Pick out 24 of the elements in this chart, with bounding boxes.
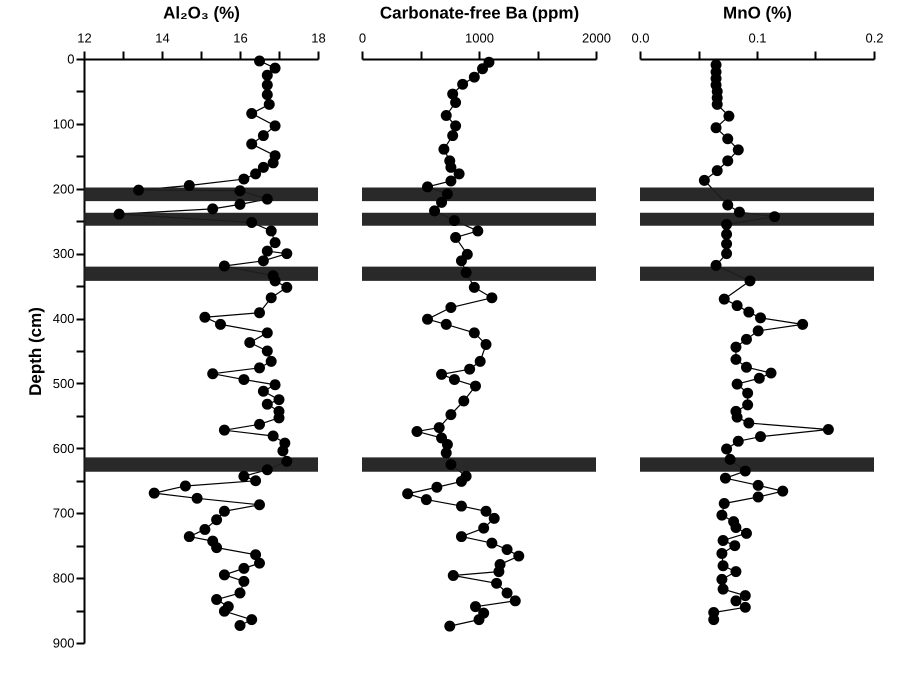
y-tick-label: 400 bbox=[52, 311, 74, 326]
y-axis-title: Depth (cm) bbox=[26, 307, 45, 396]
x-tick-label: 16 bbox=[233, 30, 248, 46]
x-tick-label: 1000 bbox=[465, 30, 494, 46]
y-tick-label: 300 bbox=[52, 246, 74, 262]
x-tick-label: 0 bbox=[358, 30, 366, 46]
y-tick-label: 200 bbox=[52, 181, 74, 196]
x-tick-label: 0.0 bbox=[631, 30, 650, 46]
y-tick-label: 500 bbox=[52, 376, 74, 391]
y-tick-label: 700 bbox=[52, 506, 74, 521]
y-tick-label: 800 bbox=[52, 570, 74, 586]
x-axis-title: Carbonate-free Ba (ppm) bbox=[380, 4, 580, 22]
x-tick-label: 0.2 bbox=[865, 30, 884, 46]
x-axis-title: Al₂O₃ (%) bbox=[163, 4, 240, 22]
x-tick-label: 14 bbox=[155, 30, 170, 46]
x-tick-label: 2000 bbox=[582, 30, 611, 46]
x-tick-label: 12 bbox=[77, 30, 92, 46]
y-tick-label: 900 bbox=[52, 636, 74, 650]
y-tick-label: 600 bbox=[52, 440, 74, 456]
y-tick-label: 0 bbox=[67, 52, 74, 66]
x-tick-label: 18 bbox=[311, 30, 326, 46]
x-tick-label: 0.1 bbox=[748, 30, 767, 46]
y-tick-label: 100 bbox=[52, 116, 74, 132]
x-axis-title: MnO (%) bbox=[723, 4, 792, 22]
